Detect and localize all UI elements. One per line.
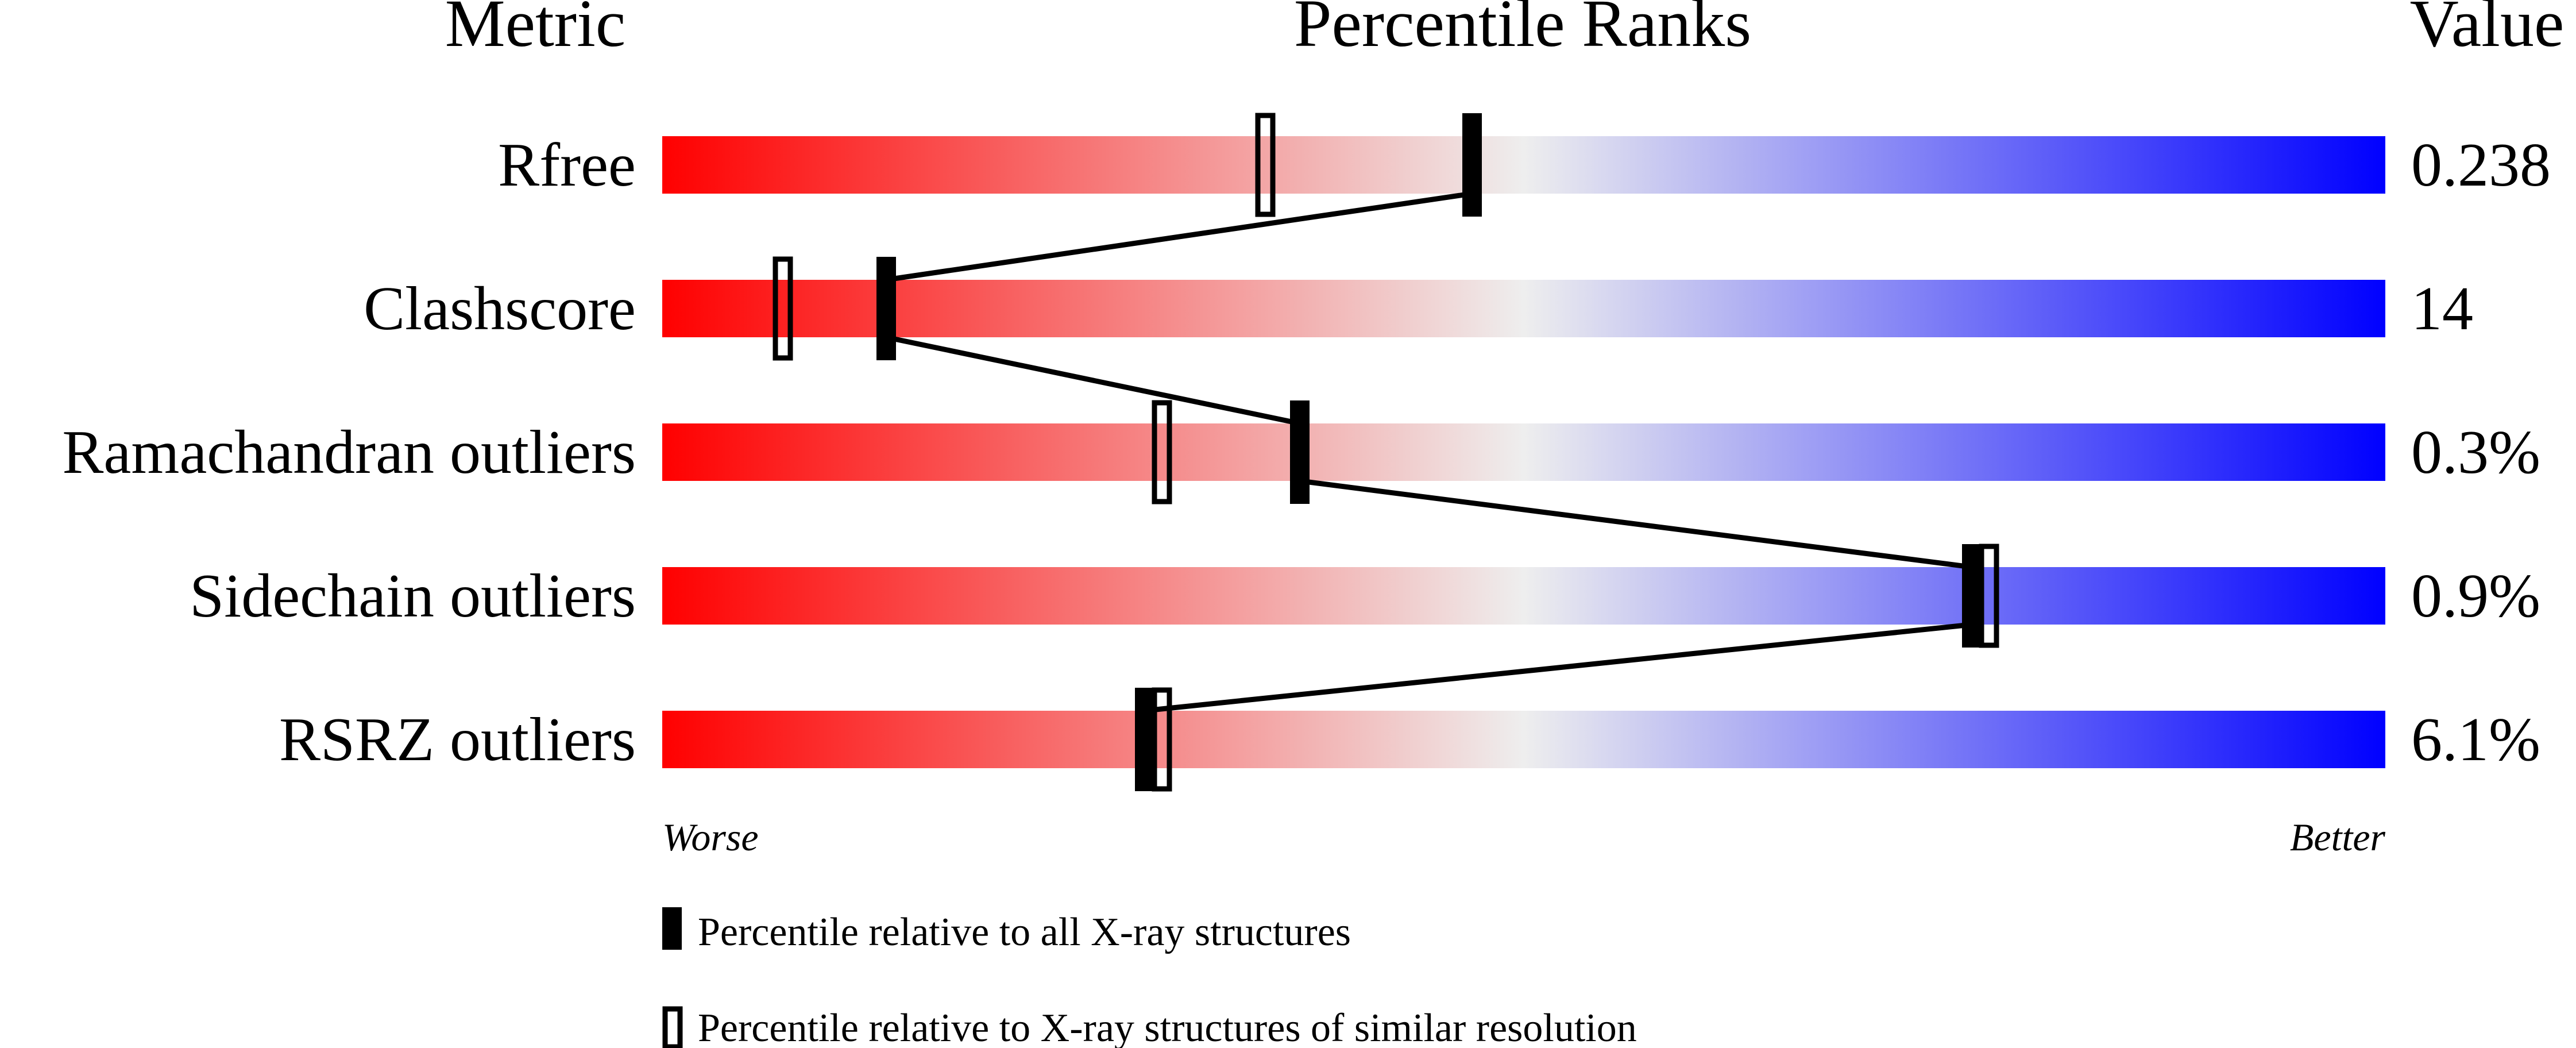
marker-all-structures (876, 257, 896, 360)
connector-line (886, 191, 1473, 283)
marker-similar-resolution (1152, 400, 1172, 504)
axis-label-worse: Worse (662, 815, 759, 859)
connector-line (886, 334, 1300, 426)
metric-value: 0.9% (2411, 562, 2540, 630)
marker-all-structures (1135, 688, 1154, 791)
metric-label: Ramachandran outliers (62, 418, 636, 487)
legend-open-label: Percentile relative to X-ray structures … (698, 1006, 1637, 1048)
metric-value: 0.238 (2411, 131, 2551, 199)
legend-filled-marker (662, 907, 682, 950)
percentile-bar (662, 711, 2385, 768)
marker-all-structures (1462, 113, 1482, 217)
connector-line (1144, 622, 1972, 714)
metric-label: Sidechain outliers (190, 562, 636, 630)
metric-label: RSRZ outliers (279, 706, 636, 774)
marker-similar-resolution (773, 256, 793, 361)
percentile-bar (662, 280, 2385, 337)
percentile-bar (662, 423, 2385, 481)
percentile-bar (662, 567, 2385, 625)
marker-similar-resolution (1255, 113, 1276, 217)
metric-value: 14 (2411, 275, 2473, 343)
connector-line (1299, 478, 1972, 570)
metric-label: Clashscore (364, 275, 636, 343)
legend-filled-label: Percentile relative to all X-ray structu… (698, 910, 1351, 954)
header-metric: Metric (445, 0, 626, 61)
marker-all-structures (1290, 400, 1310, 504)
header-value: Value (2410, 0, 2565, 61)
metric-value: 6.1% (2411, 706, 2540, 774)
axis-label-better: Better (2290, 815, 2386, 859)
marker-all-structures (1962, 544, 1982, 648)
metric-value: 0.3% (2411, 418, 2540, 487)
percentile-bar (662, 136, 2385, 194)
header-percentile-ranks: Percentile Ranks (1294, 0, 1751, 61)
metric-label: Rfree (498, 131, 636, 199)
legend-open-marker (662, 1006, 683, 1048)
